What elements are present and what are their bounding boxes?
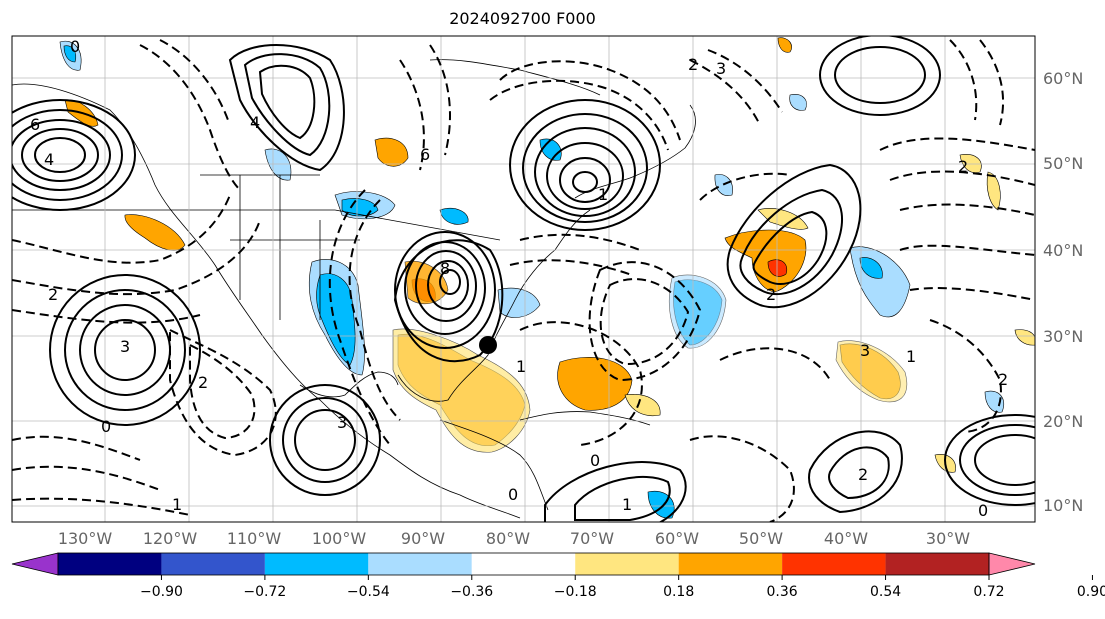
shade-se-lightblue xyxy=(984,390,1005,413)
colorbar-tick-label: 0.72 xyxy=(973,584,1004,600)
contour-label: 2 xyxy=(48,285,58,304)
shade-east2-yellow xyxy=(986,171,1001,211)
map-layers: 0 2 3 4 6 8 1 2 2 3 0 1 2 3 0 1 2 6 4 2 … xyxy=(12,36,1035,522)
lon-label: 130°W xyxy=(58,529,113,548)
colorbar-swatch xyxy=(161,553,265,575)
contour-label: 4 xyxy=(250,113,260,132)
lon-label: 100°W xyxy=(312,529,367,548)
contour-label: 3 xyxy=(860,341,870,360)
contour-label: 2 xyxy=(198,373,208,392)
shade-caribbean-yellow xyxy=(624,394,661,416)
colorbar-swatch xyxy=(885,553,989,575)
contour-label: 8 xyxy=(440,259,450,278)
shade-ne-lightblue xyxy=(439,208,469,225)
lat-label: 10°N xyxy=(1043,496,1083,515)
contour-label: 2 xyxy=(958,157,968,176)
map-title: 2024092700 F000 xyxy=(449,9,596,28)
contour-label: 6 xyxy=(420,145,430,164)
shade-mid-blue xyxy=(859,257,883,279)
shade-nw-blue xyxy=(63,45,77,63)
contour-label: 3 xyxy=(337,413,347,432)
colorbar-tick-label: 0.90 xyxy=(1077,584,1105,600)
colorbar-tick-label: −0.18 xyxy=(554,584,597,600)
contours-dashed xyxy=(12,39,1035,522)
lon-label: 110°W xyxy=(227,529,282,548)
lon-label: 40°W xyxy=(824,529,868,548)
colorbar: −0.90 −0.72 −0.54 −0.36 −0.18 0.18 0.36 0.54 0.7… xyxy=(11,552,1105,600)
colorbar-extend-low xyxy=(11,552,59,576)
contour-label: 3 xyxy=(716,59,726,78)
contour-label: 6 xyxy=(30,115,40,134)
colorbar-extend-high xyxy=(988,552,1036,576)
colorbar-outline xyxy=(57,552,990,576)
colorbar-tick-label: 0.54 xyxy=(870,584,901,600)
colorbar-tick-label: 0.18 xyxy=(663,584,694,600)
contour-label: 1 xyxy=(172,495,182,514)
colorbar-swatch xyxy=(264,553,369,575)
shade-midatl-yellow xyxy=(835,340,907,403)
lon-label: 80°W xyxy=(486,529,530,548)
lon-label: 60°W xyxy=(655,529,699,548)
contour-label: 1 xyxy=(622,495,632,514)
lat-label: 20°N xyxy=(1043,412,1083,431)
shade-lakes-orange xyxy=(374,137,409,167)
contour-label: 4 xyxy=(44,150,54,169)
colorbar-swatch xyxy=(782,553,886,575)
lon-label: 70°W xyxy=(570,529,614,548)
map-frame xyxy=(11,35,1036,523)
contour-label: 3 xyxy=(120,337,130,356)
contour-label: 1 xyxy=(516,357,526,376)
lon-label: 90°W xyxy=(401,529,445,548)
contour-label: 0 xyxy=(978,501,988,520)
lon-label: 30°W xyxy=(926,529,970,548)
contours-solid xyxy=(12,36,1035,522)
lat-label: 30°N xyxy=(1043,327,1083,346)
contour-label: 1 xyxy=(598,185,608,204)
lat-label: 40°N xyxy=(1043,241,1083,260)
colorbar-tick-label: −0.90 xyxy=(140,584,183,600)
colorbar-swatch xyxy=(368,553,472,575)
contour-label: 2 xyxy=(766,285,776,304)
storm-center-marker xyxy=(479,336,497,354)
lon-axis: 130°W 120°W 110°W 100°W 90°W 80°W 70°W 6… xyxy=(58,529,970,548)
shade-plains-blue xyxy=(316,273,356,366)
colorbar-tick-label: 0.36 xyxy=(767,584,798,600)
contour-labels: 0 2 3 4 6 8 1 2 2 3 0 1 2 3 0 1 2 6 4 2 … xyxy=(30,37,1008,520)
shade-green-orange xyxy=(777,37,792,53)
lon-label: 50°W xyxy=(739,529,783,548)
contour-label: 2 xyxy=(858,465,868,484)
colorbar-tick-label: −0.54 xyxy=(347,584,390,600)
lat-axis: 60°N 50°N 40°N 30°N 20°N 10°N xyxy=(1043,69,1083,515)
contour-label: 0 xyxy=(508,485,518,504)
contour-label: 2 xyxy=(688,55,698,74)
contour-label: 0 xyxy=(70,37,80,56)
lon-label: 120°W xyxy=(143,529,198,548)
shading-positive xyxy=(64,37,1035,473)
shade-rocky-lightblue xyxy=(264,148,292,181)
colorbar-swatch xyxy=(471,553,576,575)
contour-label: 0 xyxy=(590,451,600,470)
contour-label: 1 xyxy=(906,347,916,366)
contour-label: 0 xyxy=(101,417,111,436)
colorbar-swatch xyxy=(678,553,783,575)
shade-atl-lightblue xyxy=(669,274,727,349)
shade-east-yellow xyxy=(959,154,982,173)
contour-label: 2 xyxy=(998,370,1008,389)
colorbar-swatch xyxy=(575,553,679,575)
colorbar-tick-label: −0.36 xyxy=(450,584,493,600)
lat-label: 60°N xyxy=(1043,69,1083,88)
colorbar-swatch xyxy=(58,553,162,575)
lat-label: 50°N xyxy=(1043,154,1083,173)
shade-caribbean-orange xyxy=(557,357,633,411)
shade-far-east-yellow xyxy=(1014,329,1035,346)
colorbar-tick-label: −0.72 xyxy=(243,584,286,600)
shade-gulf-stream-lightblue xyxy=(789,94,807,111)
